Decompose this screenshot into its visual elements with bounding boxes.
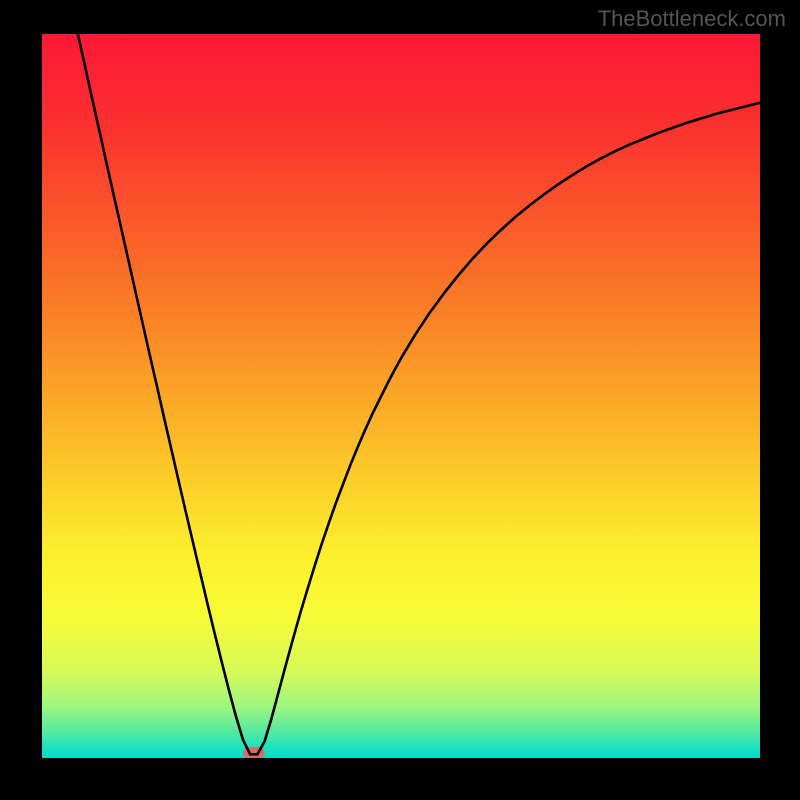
plot-area — [42, 34, 760, 758]
chart-canvas: TheBottleneck.com — [0, 0, 800, 800]
plot-svg — [42, 34, 760, 758]
plot-background — [42, 34, 760, 758]
watermark-text: TheBottleneck.com — [598, 6, 786, 32]
